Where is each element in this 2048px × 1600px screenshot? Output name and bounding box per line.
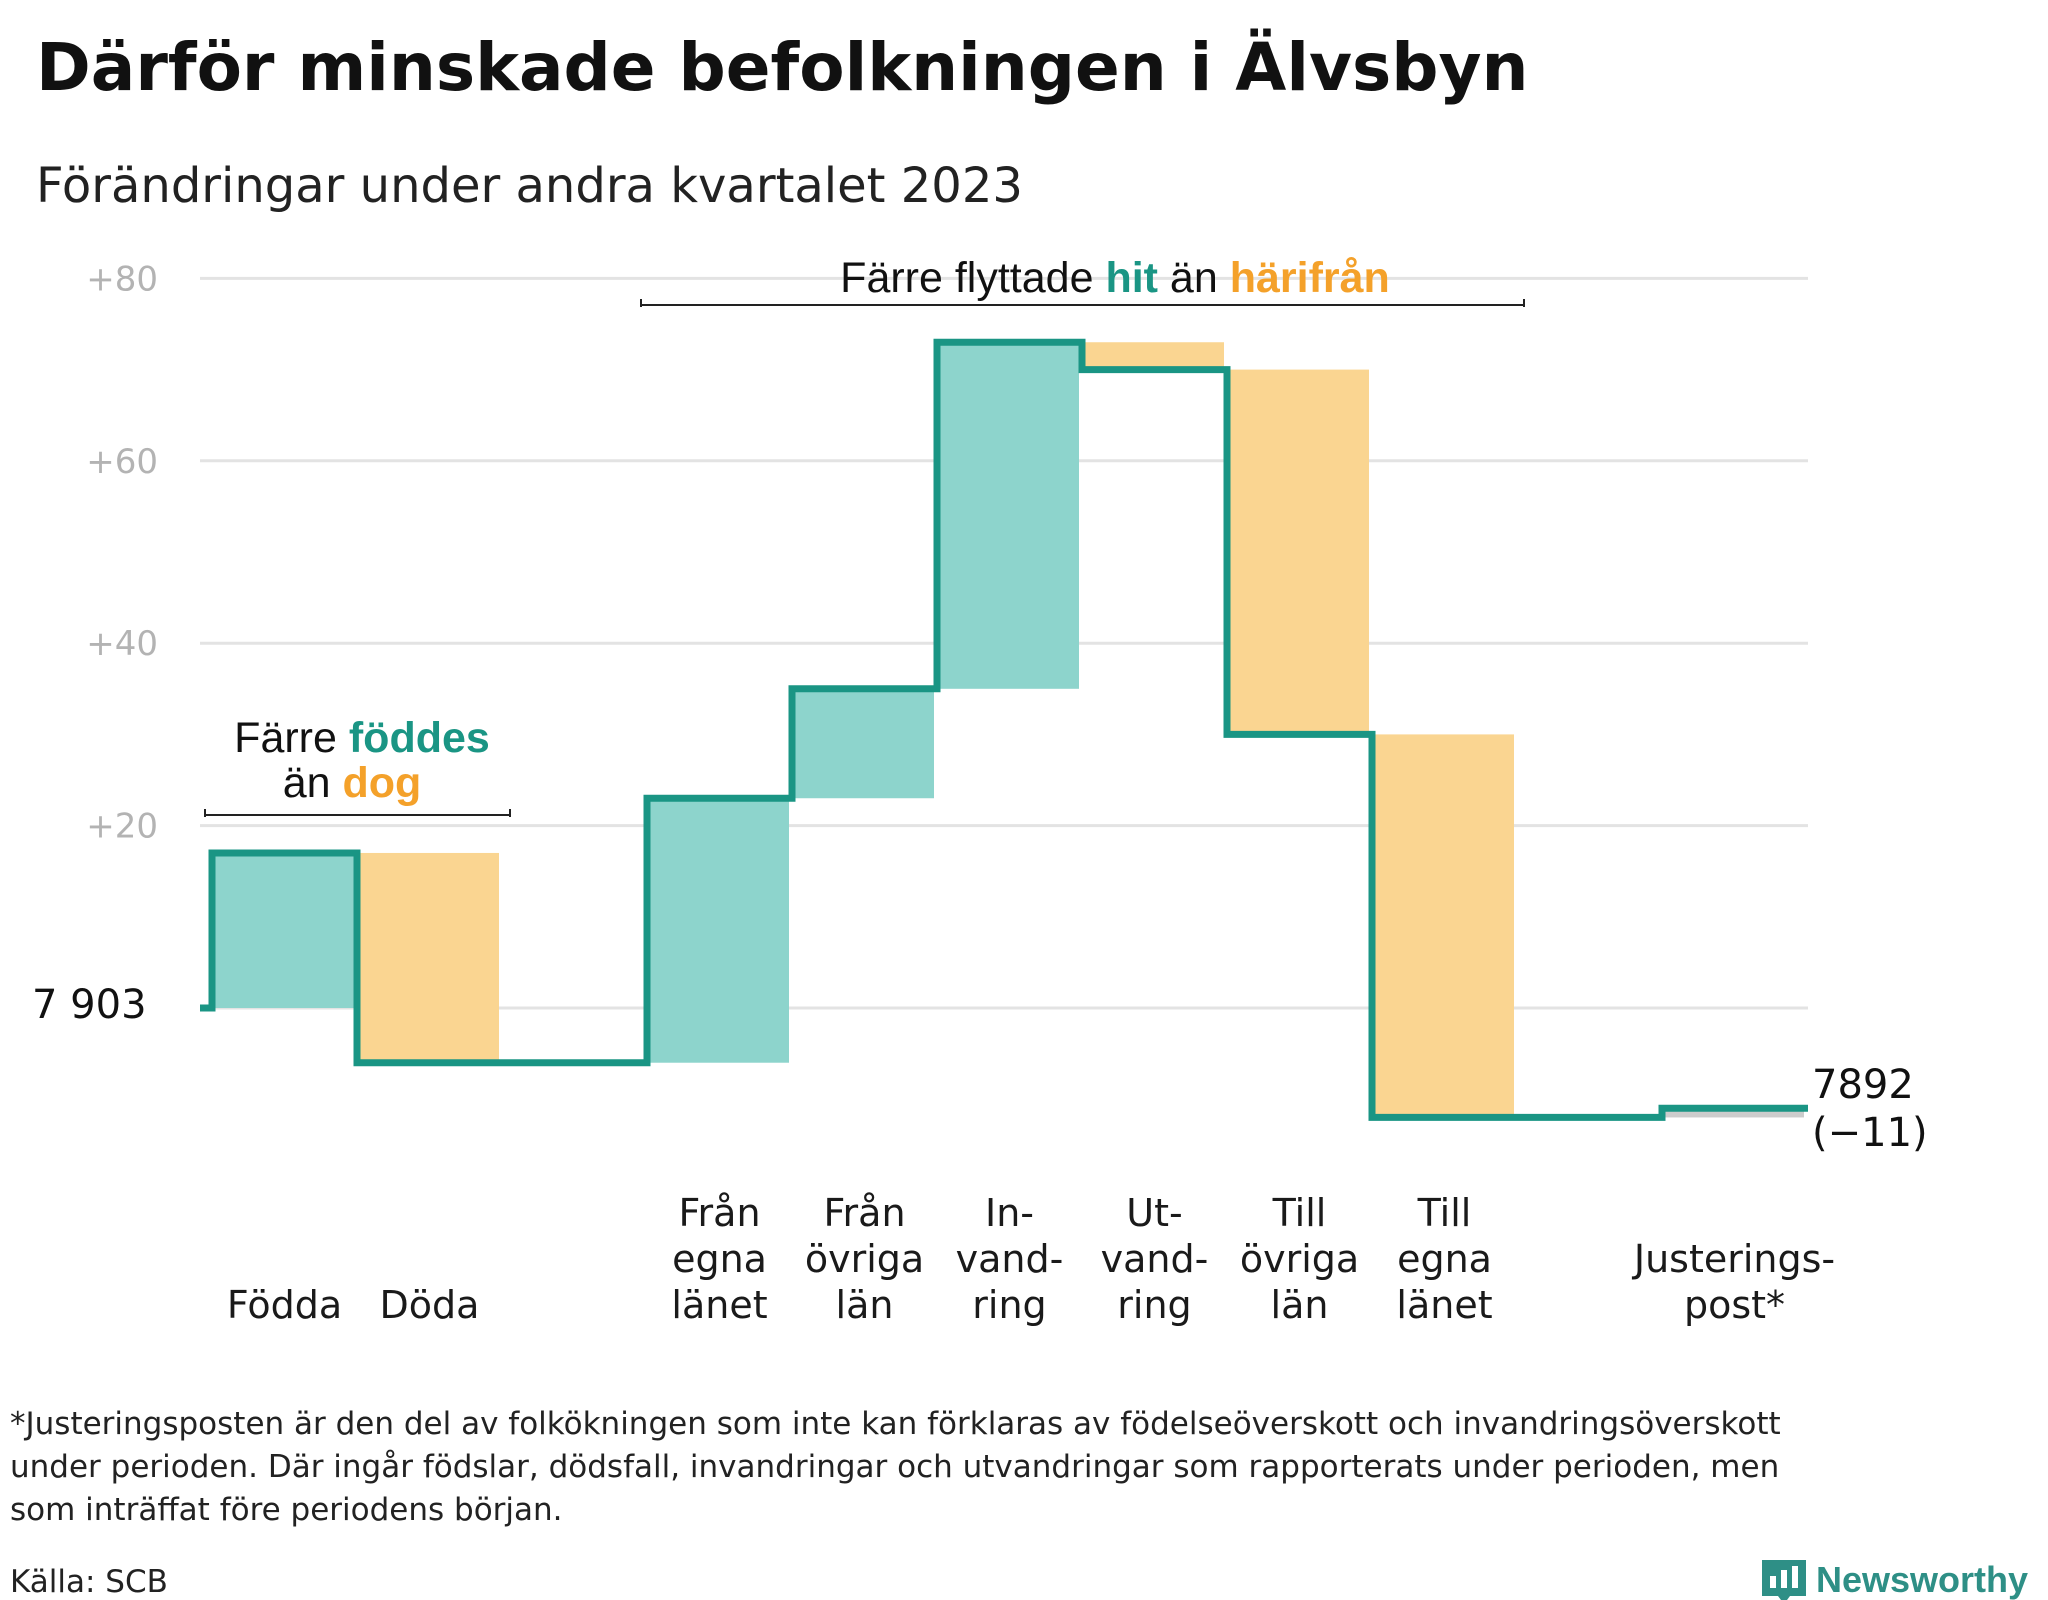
annotation-births-deaths-line2: än dog [283, 759, 422, 807]
category-label: In-vand-ring [956, 1191, 1064, 1327]
category-label: Till egna länet [1396, 1191, 1492, 1327]
category-label: Till övriga län [1240, 1191, 1359, 1327]
annotation-migration: Färre flyttade hit än härifrån [840, 254, 1390, 302]
bar-decrease [1375, 734, 1514, 1118]
bar-decrease [1085, 342, 1224, 370]
chart-title: Därför minskade befolkningen i Älvsbyn [36, 28, 1529, 106]
source-label: Källa: SCB [10, 1564, 168, 1600]
category-label: Ut-vand-ring [1101, 1191, 1209, 1327]
category-label: Från egna länet [671, 1191, 767, 1327]
footnote-line: *Justeringsposten är den del av folkökni… [10, 1406, 1781, 1442]
chart-subtitle: Förändringar under andra kvartalet 2023 [36, 158, 1023, 214]
bar-increase [650, 798, 789, 1063]
bar-increase [940, 342, 1079, 689]
y-tick-label: +40 [86, 624, 158, 664]
bar-decrease [360, 852, 499, 1063]
bars [215, 342, 1804, 1118]
bar-increase [795, 688, 934, 799]
start-value-label: 7 903 [32, 982, 147, 1028]
y-tick-label: +80 [86, 259, 158, 299]
annotation-bracket [640, 299, 1525, 307]
footnote: *Justeringsposten är den del av folkökni… [10, 1406, 1781, 1528]
annotation-bracket [204, 809, 511, 817]
y-tick-label: +20 [86, 807, 158, 847]
y-axis-ticks: +20 +40 +60 +80 [86, 259, 158, 846]
annotation-births-deaths: Färre föddes [234, 714, 490, 762]
bar-chart-speech-bubble-icon [1762, 1560, 1806, 1600]
y-tick-label: +60 [86, 442, 158, 482]
end-value-label: 7892 [1812, 1062, 1914, 1108]
category-label: Födda [227, 1283, 342, 1327]
cumulative-step-line [200, 338, 1808, 1121]
category-labels: Födda Döda Från egna länet Från övriga län In-va… [227, 1191, 1835, 1327]
brand-logo: Newsworthy [1762, 1559, 2028, 1600]
category-label: Från övriga län [805, 1191, 924, 1327]
footnote-line: som inträffat före periodens början. [10, 1492, 563, 1528]
category-label: Justerings-post* [1632, 1237, 1835, 1327]
footnote-line: under perioden. Där ingår födslar, dödsf… [10, 1449, 1779, 1485]
brand-name: Newsworthy [1816, 1559, 2028, 1600]
end-change-label: (−11) [1812, 1110, 1928, 1156]
bar-adjustment [1665, 1108, 1804, 1118]
bar-decrease [1230, 369, 1369, 735]
category-label: Döda [380, 1283, 480, 1327]
step-line [200, 338, 1808, 1121]
bar-increase [215, 852, 354, 1008]
